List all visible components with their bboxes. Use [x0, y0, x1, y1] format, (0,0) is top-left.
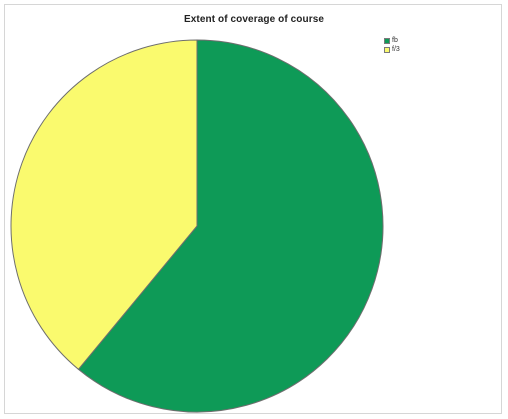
legend-label-1: f/3 — [392, 46, 400, 53]
legend-swatch-1 — [384, 46, 390, 53]
legend-entry-1: f/3 — [384, 45, 400, 54]
legend-entry-0: fb — [384, 36, 400, 45]
legend-swatch-0 — [384, 37, 390, 44]
pie-slice-0 — [77, 39, 384, 413]
chart-title: Extent of coverage of course — [183, 14, 325, 25]
legend: fb f/3 — [384, 36, 400, 54]
legend-label-0: fb — [392, 37, 398, 44]
pie-slice-1 — [10, 39, 198, 371]
pie-slices — [10, 39, 384, 413]
